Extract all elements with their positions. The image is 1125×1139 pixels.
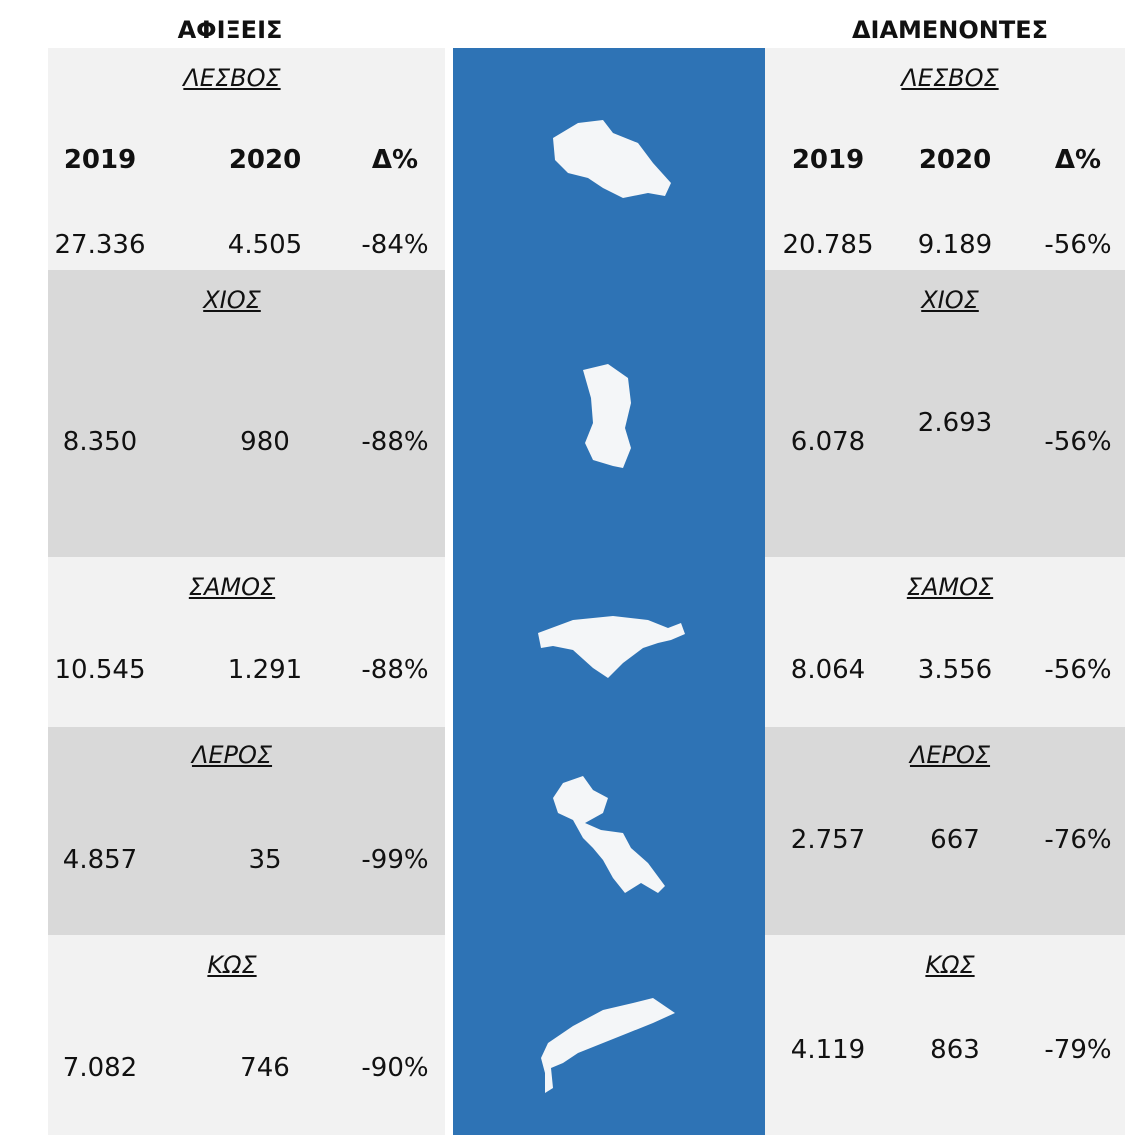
island-name: ΛΕΣΒΟΣ bbox=[183, 64, 281, 92]
row-band-left bbox=[48, 557, 445, 727]
residents-value: -79% bbox=[1044, 1035, 1112, 1065]
island-shapes bbox=[538, 120, 685, 1093]
arrivals-value: 27.336 bbox=[54, 230, 146, 260]
row-band-right bbox=[765, 270, 1125, 557]
arrivals-value: 4.857 bbox=[62, 845, 138, 875]
island-name: ΣΑΜΟΣ bbox=[188, 573, 276, 601]
island-name: ΛΕΡΟΣ bbox=[909, 741, 991, 769]
residents-value: 3.556 bbox=[917, 655, 993, 685]
arrivals-value: -99% bbox=[361, 845, 429, 875]
column-header: 2019 bbox=[791, 145, 865, 175]
residents-value: 6.078 bbox=[790, 427, 866, 457]
arrivals-value: -88% bbox=[361, 655, 429, 685]
row-band-left bbox=[48, 48, 445, 270]
arrivals-value: 35 bbox=[248, 845, 282, 875]
column-header: 2020 bbox=[228, 145, 302, 175]
arrivals-value: -90% bbox=[361, 1053, 429, 1083]
row-band-left bbox=[48, 270, 445, 557]
arrivals-title: ΑΦΙΞΕΙΣ bbox=[177, 16, 283, 44]
column-header: Δ% bbox=[371, 145, 419, 175]
arrivals-value: 10.545 bbox=[54, 655, 146, 685]
row-band-right bbox=[765, 557, 1125, 727]
column-header: Δ% bbox=[1054, 145, 1102, 175]
row-band-right bbox=[765, 48, 1125, 270]
samos-shape bbox=[538, 616, 685, 678]
row-band-right bbox=[765, 935, 1125, 1135]
residents-value: 667 bbox=[930, 825, 980, 855]
residents-value: -56% bbox=[1044, 655, 1112, 685]
residents-value: 8.064 bbox=[790, 655, 866, 685]
chios-shape bbox=[583, 364, 631, 468]
column-header: 2019 bbox=[63, 145, 137, 175]
arrivals-value: 4.505 bbox=[227, 230, 303, 260]
residents-value: 2.757 bbox=[790, 825, 866, 855]
island-name: ΧΙΟΣ bbox=[921, 286, 979, 314]
island-name: ΣΑΜΟΣ bbox=[906, 573, 994, 601]
column-header: 2020 bbox=[918, 145, 992, 175]
arrivals-value: -84% bbox=[361, 230, 429, 260]
residents-value: 20.785 bbox=[782, 230, 874, 260]
island-name: ΧΙΟΣ bbox=[203, 286, 261, 314]
row-band-left bbox=[48, 935, 445, 1135]
arrivals-value: 746 bbox=[240, 1053, 290, 1083]
residents-value: -56% bbox=[1044, 427, 1112, 457]
residents-title: ΔΙΑΜΕΝΟΝΤΕΣ bbox=[851, 16, 1049, 44]
residents-value: 9.189 bbox=[917, 230, 993, 260]
island-name: ΚΩΣ bbox=[925, 951, 975, 979]
leros-shape bbox=[553, 776, 665, 893]
residents-value: -76% bbox=[1044, 825, 1112, 855]
residents-value: 863 bbox=[930, 1035, 980, 1065]
island-name: ΛΕΡΟΣ bbox=[191, 741, 273, 769]
arrivals-value: 7.082 bbox=[62, 1053, 138, 1083]
arrivals-value: -88% bbox=[361, 427, 429, 457]
island-column bbox=[453, 48, 765, 1135]
residents-value: 4.119 bbox=[790, 1035, 866, 1065]
lesvos-shape bbox=[553, 120, 671, 198]
island-name: ΚΩΣ bbox=[207, 951, 257, 979]
arrivals-value: 8.350 bbox=[62, 427, 138, 457]
residents-value: -56% bbox=[1044, 230, 1112, 260]
kos-shape bbox=[541, 998, 675, 1093]
arrivals-value: 1.291 bbox=[227, 655, 303, 685]
residents-value: 2.693 bbox=[917, 408, 993, 438]
arrivals-value: 980 bbox=[240, 427, 290, 457]
row-band-left bbox=[48, 727, 445, 935]
island-name: ΛΕΣΒΟΣ bbox=[901, 64, 999, 92]
row-band-right bbox=[765, 727, 1125, 935]
